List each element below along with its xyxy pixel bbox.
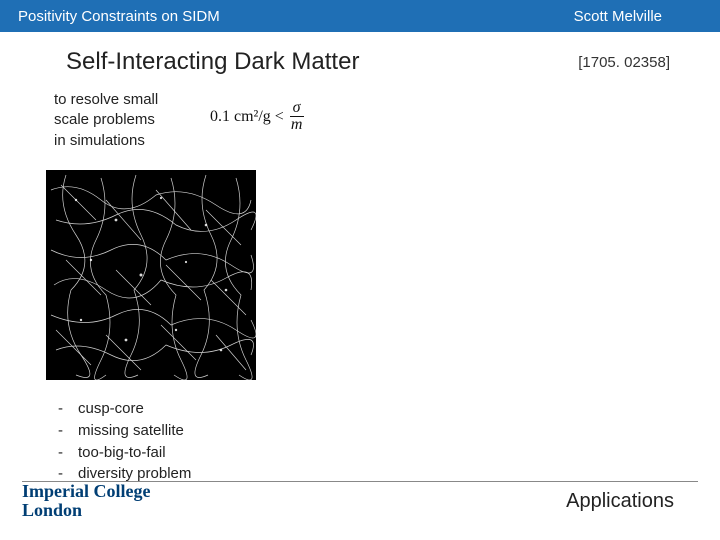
section-label: Applications xyxy=(566,490,698,513)
formula-denominator: m xyxy=(288,117,306,133)
institution-logo: Imperial College London xyxy=(22,482,150,520)
formula: 0.1cm²/g < σ m xyxy=(210,100,305,133)
topbar-author: Scott Melville xyxy=(574,8,702,25)
bullet-dash: - xyxy=(58,420,66,442)
bullet-dash: - xyxy=(58,398,66,420)
bullet-text: cusp-core xyxy=(78,398,144,420)
formula-lhs-value: 0.1 xyxy=(210,108,230,126)
intro-line: scale problems xyxy=(54,110,158,130)
cosmic-web-svg xyxy=(46,170,256,380)
footer: Imperial College London Applications xyxy=(0,482,720,520)
reference-label: [1705. 02358] xyxy=(578,54,670,71)
formula-lhs-unit: cm²/g xyxy=(234,108,271,126)
bullet-dash: - xyxy=(58,442,66,464)
slide-title: Self-Interacting Dark Matter xyxy=(66,48,359,76)
bullet-text: too-big-to-fail xyxy=(78,442,166,464)
intro-line: in simulations xyxy=(54,131,158,151)
intro-text: to resolve small scale problems in simul… xyxy=(54,90,158,151)
formula-fraction: σ m xyxy=(288,100,306,133)
intro-line: to resolve small xyxy=(54,90,158,110)
logo-line1: Imperial College xyxy=(22,482,150,501)
topbar-title: Positivity Constraints on SIDM xyxy=(18,8,574,25)
logo-line2: London xyxy=(22,501,150,520)
simulation-image xyxy=(46,170,256,380)
bullet-text: missing satellite xyxy=(78,420,184,442)
list-item: -too-big-to-fail xyxy=(58,442,191,464)
formula-numerator: σ xyxy=(290,100,304,117)
bullet-list: -cusp-core -missing satellite -too-big-t… xyxy=(58,398,191,485)
list-item: -cusp-core xyxy=(58,398,191,420)
formula-relation: < xyxy=(275,108,284,126)
list-item: -missing satellite xyxy=(58,420,191,442)
top-bar: Positivity Constraints on SIDM Scott Mel… xyxy=(0,0,720,32)
